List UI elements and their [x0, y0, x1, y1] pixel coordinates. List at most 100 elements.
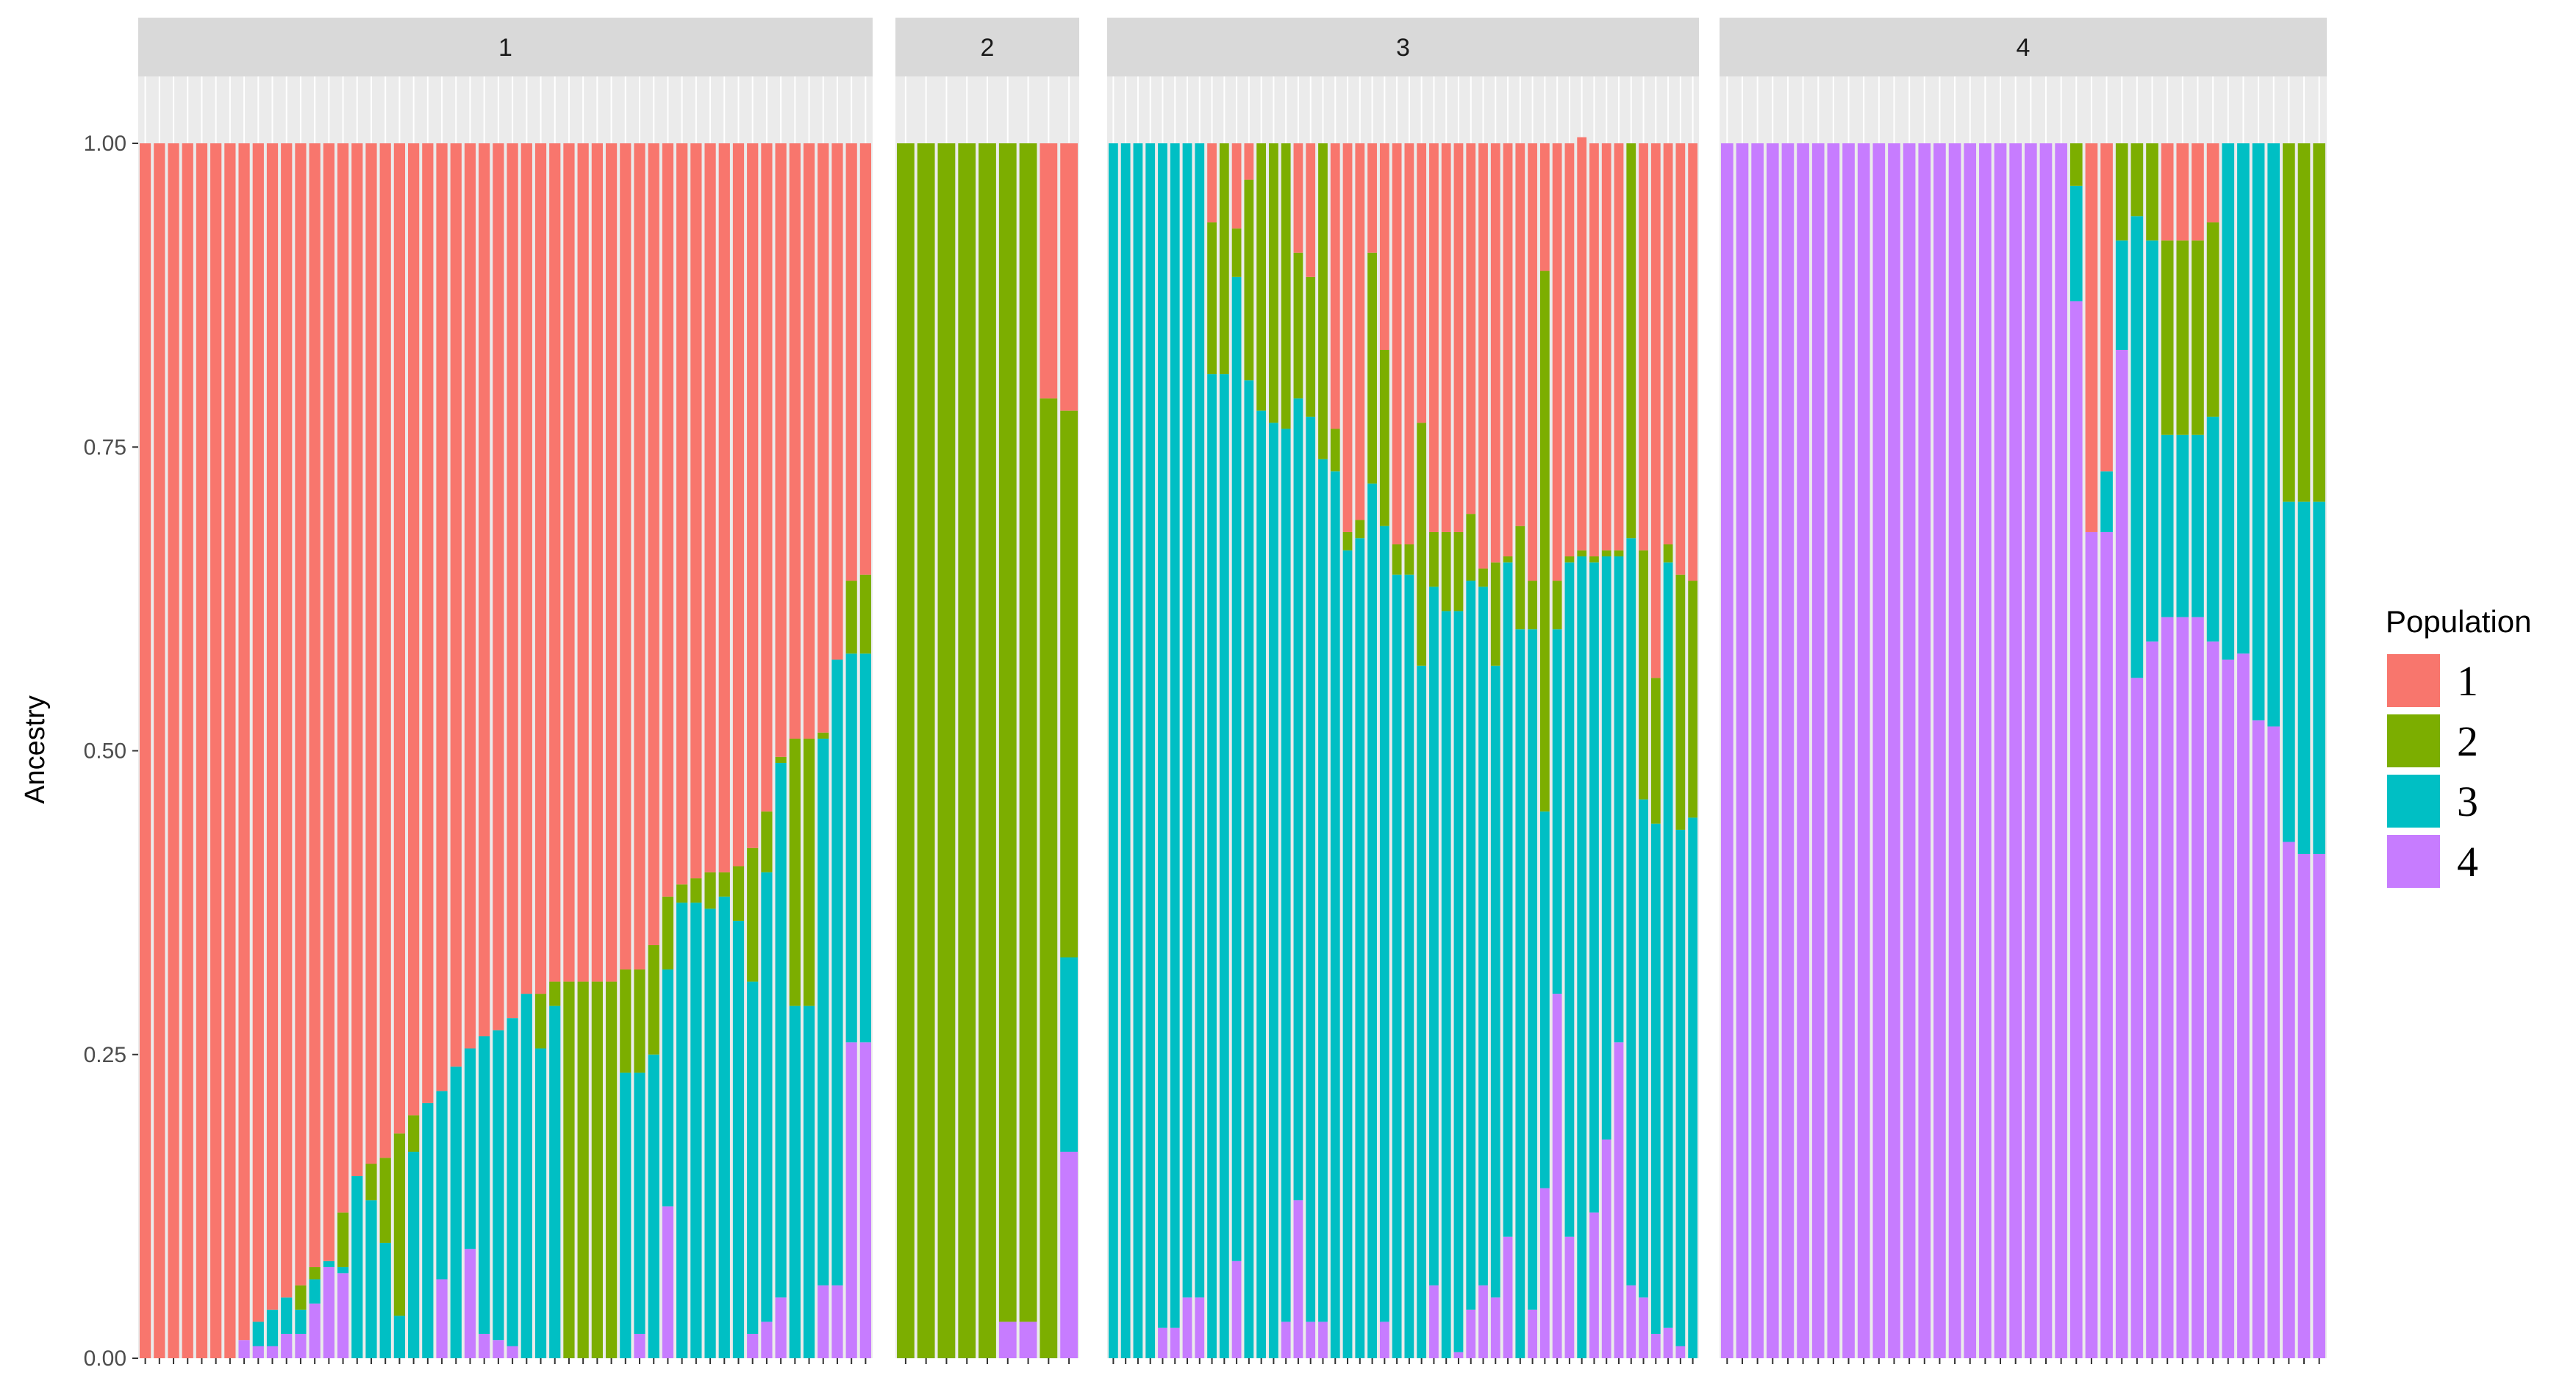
bar-segment-pop1 [1490, 143, 1500, 563]
bar-segment-pop4 [2055, 143, 2067, 1358]
bar-segment-pop4 [238, 1340, 250, 1358]
bar-segment-pop2 [1528, 581, 1537, 630]
bar-segment-pop1 [605, 143, 618, 982]
x-axis-ticks [144, 1358, 2320, 1364]
bar-segment-pop2 [718, 872, 730, 897]
bar-segment-pop3 [831, 659, 843, 1285]
bar-segment-pop2 [393, 1133, 406, 1316]
bar-segment-pop4 [2313, 854, 2325, 1358]
bar-segment-pop3 [761, 872, 773, 1322]
bar-segment-pop2 [1429, 531, 1439, 587]
bar-segment-pop4 [1857, 143, 1870, 1358]
bar-segment-pop2 [2069, 143, 2083, 186]
bar-segment-pop2 [817, 732, 829, 739]
bar-segment-pop3 [1244, 380, 1254, 1359]
bar-segment-pop2 [365, 1163, 377, 1201]
bar-segment-pop1 [620, 143, 632, 970]
bar-segment-pop1 [859, 143, 871, 575]
panel-strip-label-2: 2 [981, 34, 995, 62]
bar-segment-pop3 [1256, 410, 1267, 1359]
bar-segment-pop1 [1564, 143, 1575, 557]
bar-segment-pop3 [422, 1102, 434, 1358]
bar-segment-pop4 [831, 1285, 843, 1358]
bar-segment-pop2 [1330, 428, 1340, 472]
bar-segment-pop4 [1429, 1285, 1439, 1358]
legend-label-4: 4 [2457, 838, 2478, 886]
bar-segment-pop4 [479, 1333, 490, 1358]
bar-segment-pop1 [1663, 143, 1673, 545]
bar-segment-pop2 [1392, 544, 1402, 575]
bar-segment-pop2 [845, 581, 857, 654]
bar-segment-pop4 [1503, 1236, 1513, 1358]
bar-segment-pop4 [1736, 143, 1749, 1358]
bar-segment-pop4 [309, 1303, 321, 1358]
bar-segment-pop4 [998, 1322, 1017, 1358]
bar-segment-pop4 [1281, 1322, 1291, 1358]
bar-segment-pop4 [1811, 143, 1825, 1358]
y-tick-label: 0.00 [84, 1346, 126, 1371]
bar-segment-pop4 [2100, 531, 2113, 1359]
y-tick-label: 0.50 [84, 739, 126, 764]
bar-segment-pop1 [1040, 143, 1058, 399]
bar-segment-pop3 [2206, 416, 2219, 642]
bar-segment-pop4 [2009, 143, 2022, 1358]
bar-segment-pop1 [337, 143, 349, 1213]
legend: Population 1 2 3 4 [2386, 604, 2532, 888]
bar-segment-pop3 [1231, 276, 1242, 1261]
bar-segment-pop2 [1306, 276, 1316, 417]
bar-segment-pop3 [803, 1005, 815, 1358]
bar-segment-pop4 [1872, 143, 1886, 1358]
bar-segment-pop1 [1528, 143, 1537, 581]
bar-segment-pop2 [337, 1212, 349, 1268]
bar-segment-pop3 [1195, 143, 1205, 1298]
bar-segment-pop2 [1453, 531, 1464, 612]
bar-segment-pop1 [690, 143, 702, 879]
bar-segment-pop1 [718, 143, 730, 872]
bar-segment-pop1 [761, 143, 773, 812]
bar-segment-pop1 [1614, 143, 1624, 551]
bar-segment-pop1 [281, 143, 293, 1298]
bar-segment-pop1 [1688, 143, 1697, 581]
bar-segment-pop4 [1539, 1188, 1550, 1358]
bar-segment-pop1 [323, 143, 334, 1261]
bar-segment-pop3 [1158, 143, 1167, 1328]
bar-segment-pop1 [1589, 143, 1599, 557]
bar-segment-pop3 [1639, 799, 1648, 1298]
bar-segment-pop1 [507, 143, 518, 1019]
bar-segment-pop4 [2025, 143, 2037, 1358]
bar-segment-pop2 [2130, 143, 2144, 217]
bar-segment-pop2 [704, 872, 716, 909]
bar-segment-pop3 [479, 1036, 490, 1334]
bar-segment-pop1 [662, 143, 674, 897]
bar-segment-pop3 [1170, 143, 1180, 1328]
bar-segment-pop3 [817, 738, 829, 1285]
bar-segment-pop3 [1182, 143, 1192, 1298]
bar-segment-pop1 [676, 143, 688, 885]
bar-segment-pop2 [1379, 350, 1389, 526]
bar-segment-pop3 [1207, 374, 1217, 1358]
bar-segment-pop4 [337, 1273, 349, 1358]
panel-background-4 [1720, 76, 2327, 1358]
bar-segment-pop4 [1453, 1352, 1464, 1358]
bar-segment-pop2 [2283, 143, 2295, 502]
bar-segment-pop3 [450, 1066, 462, 1358]
bar-segment-pop3 [690, 903, 702, 1358]
bar-segment-pop2 [1639, 550, 1648, 800]
bar-segment-pop2 [1219, 143, 1229, 375]
bar-segment-pop1 [591, 143, 603, 982]
bar-segment-pop2 [1466, 514, 1476, 581]
bar-segment-pop3 [676, 903, 688, 1358]
bar-segment-pop1 [450, 143, 462, 1067]
bar-segment-pop3 [2267, 143, 2280, 727]
bar-segment-pop2 [1577, 550, 1587, 557]
bar-segment-pop4 [252, 1346, 264, 1358]
bar-segment-pop1 [1207, 143, 1217, 223]
bar-segment-pop2 [1019, 143, 1037, 1322]
bar-segment-pop1 [1367, 143, 1377, 253]
bar-segment-pop4 [295, 1333, 307, 1358]
bar-segment-pop4 [1675, 1346, 1686, 1358]
bar-segment-pop3 [281, 1297, 293, 1334]
bar-segment-pop4 [1318, 1322, 1328, 1358]
bar-segment-pop1 [2176, 143, 2189, 241]
bar-segment-pop1 [732, 143, 745, 867]
